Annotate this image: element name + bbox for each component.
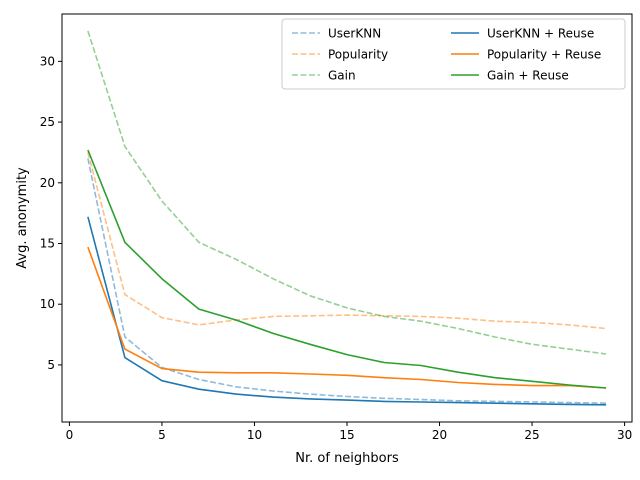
series-line-userknn-reuse	[87, 216, 607, 406]
y-tick-label: 5	[47, 358, 55, 372]
x-tick-label: 15	[339, 428, 354, 442]
x-tick-label: 10	[247, 428, 262, 442]
legend-label-userknn-reuse: UserKNN + Reuse	[487, 27, 594, 41]
legend: UserKNN Popularity Gain UserKNN + Reuse Popu…	[281, 18, 626, 90]
legend-label-popularity: Popularity	[328, 48, 388, 62]
series-line-popularity	[87, 152, 607, 330]
x-tick-label: 30	[617, 428, 632, 442]
legend-label-popularity-reuse: Popularity + Reuse	[487, 48, 601, 62]
legend-label-gain: Gain	[328, 69, 356, 83]
y-tick-label: 15	[40, 237, 55, 251]
series-line-gain-reuse	[87, 149, 607, 389]
legend-label-userknn: UserKNN	[328, 27, 381, 41]
legend-label-gain-reuse: Gain + Reuse	[487, 69, 569, 83]
y-axis-label: Avg. anonymity	[15, 167, 30, 269]
x-tick-label: 20	[432, 428, 447, 442]
y-tick-label: 10	[40, 297, 55, 311]
y-tick-label: 20	[40, 176, 55, 190]
series-line-popularity-reuse	[87, 246, 607, 389]
y-tick-label: 30	[40, 54, 55, 68]
x-tick-label: 25	[524, 428, 539, 442]
y-axis-ticks: 5 10 15 20 25 30	[40, 54, 62, 372]
y-tick-label: 25	[40, 115, 55, 129]
x-tick-label: 5	[158, 428, 166, 442]
series-line-gain	[87, 30, 607, 355]
x-axis-label: Nr. of neighbors	[295, 451, 399, 466]
series-line-userknn	[87, 158, 607, 404]
x-tick-label: 0	[66, 428, 74, 442]
series-lines	[87, 30, 607, 406]
x-axis-ticks: 0 5 10 15 20 25 30	[66, 422, 632, 442]
